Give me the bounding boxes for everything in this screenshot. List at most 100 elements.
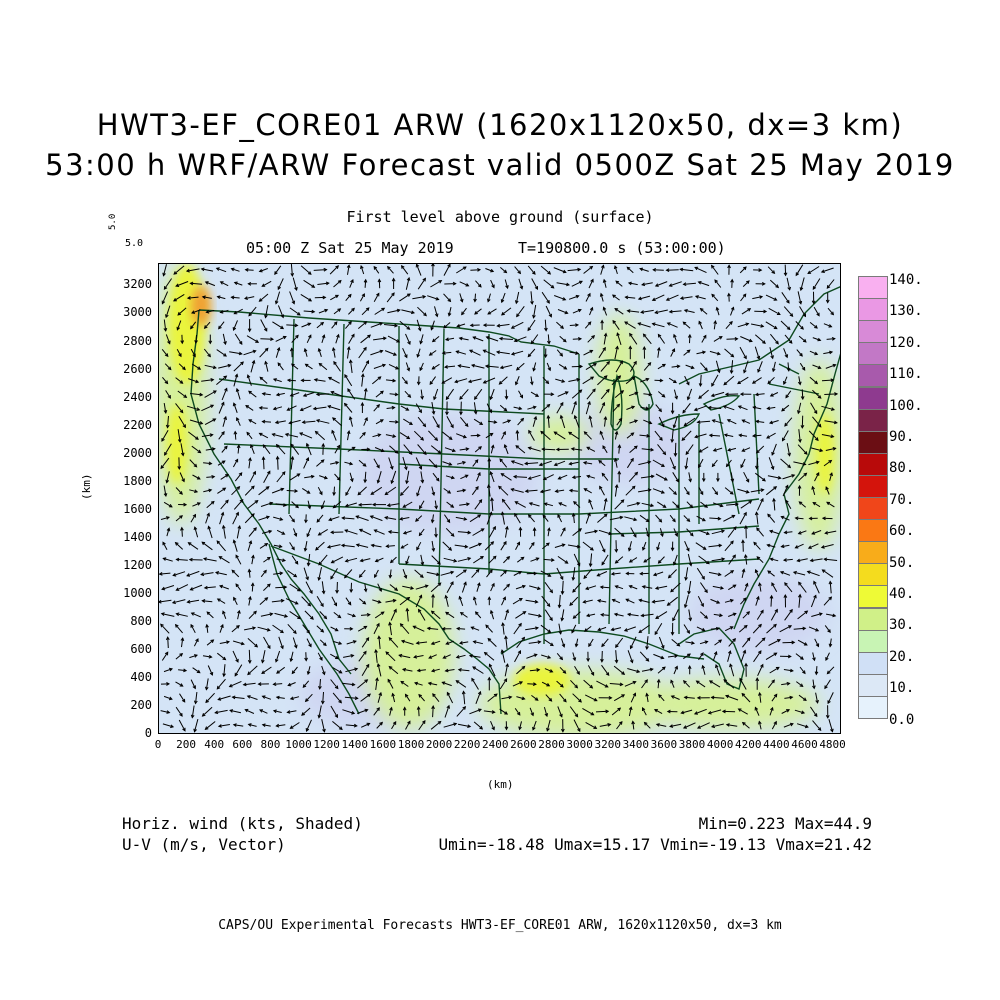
wind-vector-head	[416, 492, 420, 497]
wind-vector-head	[611, 294, 616, 299]
wind-vector-head	[626, 612, 632, 617]
wind-vector	[785, 390, 792, 398]
wind-vector	[657, 501, 666, 508]
wind-vector	[821, 379, 834, 382]
wind-vector	[430, 445, 441, 454]
wind-vector	[511, 488, 524, 493]
wind-vector-head	[559, 656, 564, 661]
wind-vector	[430, 280, 442, 288]
wind-vector	[229, 709, 242, 714]
wind-vector	[810, 595, 817, 608]
wind-vector	[811, 613, 823, 617]
wind-vector	[306, 443, 312, 456]
wind-vector	[672, 472, 679, 482]
wind-vector-head	[536, 668, 541, 672]
wind-vector-head	[546, 299, 550, 304]
wind-vector	[815, 666, 818, 675]
wind-vector-head	[823, 557, 828, 562]
wind-vector	[305, 363, 313, 370]
wind-vector	[558, 474, 568, 480]
wind-vector-head	[716, 351, 721, 356]
wind-vector-head	[549, 642, 554, 647]
wind-vector-head	[214, 571, 220, 575]
wind-vector-head	[660, 655, 665, 660]
wind-vector-head	[274, 420, 279, 425]
wind-vector	[742, 280, 750, 287]
y-tick-label: 3000	[123, 305, 152, 320]
wind-vector-head	[600, 319, 604, 324]
wind-vector-head	[631, 405, 636, 410]
wind-vector	[825, 364, 836, 369]
wind-vector-head	[293, 630, 297, 635]
wind-vector-head	[711, 419, 716, 423]
wind-vector-head	[575, 323, 580, 327]
wind-vector-head	[707, 405, 712, 410]
wind-vector	[556, 402, 564, 414]
wind-vector-head	[634, 419, 639, 424]
wind-vector	[484, 541, 494, 551]
wind-vector-head	[487, 637, 492, 642]
wind-vector-head	[797, 593, 802, 598]
wind-vector-head	[641, 585, 646, 589]
political-boundaries	[190, 286, 840, 715]
wind-vector-head	[235, 554, 239, 559]
wind-vector-head	[405, 407, 410, 411]
wind-vector	[584, 431, 592, 440]
wind-vector-head	[549, 617, 553, 622]
wind-vector	[641, 502, 654, 507]
wind-vector-head	[557, 604, 562, 609]
legend-color-box	[858, 276, 888, 300]
wind-vector	[217, 598, 226, 604]
wind-vector-head	[547, 367, 551, 372]
wind-vector-head	[618, 720, 623, 725]
wind-vector	[290, 722, 300, 729]
wind-vector	[204, 321, 211, 329]
wind-vector	[558, 623, 562, 634]
wind-vector-head	[576, 377, 581, 382]
wind-vector	[440, 571, 454, 576]
wind-vector	[333, 361, 341, 372]
wind-vector-head	[199, 392, 204, 397]
wind-vector-head	[578, 280, 583, 285]
wind-vector	[715, 664, 721, 676]
wind-vector	[289, 542, 295, 550]
wind-vector	[273, 378, 282, 383]
wind-vector-head	[672, 561, 677, 566]
wind-vector-head	[645, 406, 650, 411]
wind-vector-head	[725, 694, 730, 699]
wind-vector-head	[614, 585, 619, 589]
wind-vector-head	[723, 381, 728, 386]
wind-vector-head	[711, 293, 715, 298]
wind-vector-head	[562, 670, 567, 674]
wind-vector-head	[592, 388, 596, 393]
wind-vector	[711, 391, 725, 397]
wind-vector-head	[426, 626, 431, 631]
wind-vector	[713, 447, 723, 452]
wind-vector-head	[163, 327, 168, 332]
wind-vector	[206, 501, 215, 509]
wind-vector	[357, 709, 368, 714]
wind-vector-head	[172, 572, 177, 577]
wind-vector	[161, 613, 175, 617]
wind-vector-head	[563, 366, 568, 370]
wind-vector-head	[419, 505, 423, 510]
wind-vector-head	[461, 690, 466, 695]
wind-vector	[585, 585, 597, 590]
wind-vector	[614, 346, 618, 360]
wind-vector	[321, 334, 325, 344]
wind-vector-head	[321, 334, 326, 339]
wind-vector-head	[588, 643, 592, 648]
wind-vector	[544, 668, 553, 673]
wind-vector-head	[463, 517, 468, 521]
wind-vector-head	[657, 559, 662, 564]
wind-vector-head	[415, 641, 420, 645]
wind-vector	[586, 388, 596, 400]
wind-vector-head	[462, 434, 467, 439]
wind-vector	[684, 309, 695, 313]
wind-vector-head	[195, 379, 200, 384]
wind-vector	[807, 571, 820, 577]
wind-vector	[511, 460, 524, 466]
wind-vector-head	[203, 325, 208, 329]
wind-vector-head	[444, 337, 449, 342]
wind-vector-head	[437, 450, 442, 454]
